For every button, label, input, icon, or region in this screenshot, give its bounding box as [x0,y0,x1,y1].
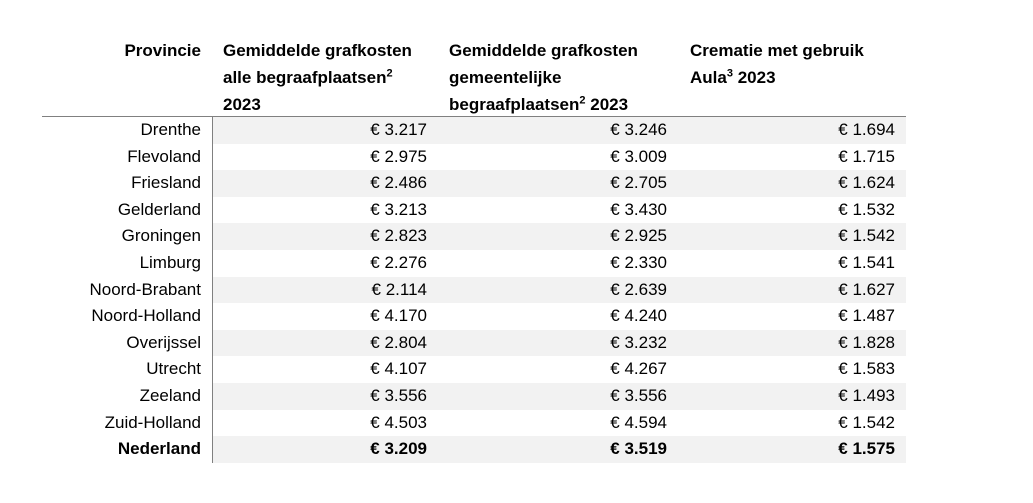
cell-value: € 3.519 [610,439,667,459]
row-stripe [213,436,906,463]
cell-value: € 2.804 [370,332,427,352]
column-rule [212,116,213,463]
header-year: 2023 [590,95,629,114]
row-label: Noord-Holland [91,306,201,326]
cell-value: € 1.532 [838,199,895,219]
cell-value: € 4.170 [370,306,427,326]
row-label: Drenthe [140,120,201,139]
cell-value: € 4.503 [370,412,427,432]
cell-value: € 1.542 [838,226,895,246]
cell-value: € 1.624 [838,173,895,193]
cell-value: € 4.267 [610,359,667,379]
cell-value: € 3.217 [370,120,427,139]
cell-value: € 3.209 [370,439,427,459]
row-label: Overijssel [126,332,201,352]
row-label: Friesland [131,173,201,193]
header-year: 2023 [223,95,261,114]
row-label: Flevoland [127,146,201,166]
header-text: Gemiddelde grafkosten gemeentelijke begr… [449,41,638,114]
header-rule [42,116,906,117]
column-header: Gemiddelde grafkosten alle begraafplaats… [223,37,433,118]
cell-value: € 1.583 [838,359,895,379]
row-label: Utrecht [146,359,201,379]
cell-value: € 4.107 [370,359,427,379]
cell-value: € 1.694 [838,120,895,139]
cell-value: € 4.240 [610,306,667,326]
cell-value: € 3.556 [370,386,427,405]
cell-value: € 1.627 [838,279,895,299]
row-label: Limburg [139,253,201,272]
cell-value: € 1.828 [838,332,895,352]
header-year: 2023 [737,68,776,87]
footnote-ref: 2 [386,67,393,80]
cell-value: € 3.232 [610,332,667,352]
cell-value: € 1.493 [838,386,895,405]
cell-value: € 2.705 [610,173,667,193]
cell-value: € 3.556 [610,386,667,405]
cell-value: € 1.542 [838,412,895,432]
cell-value: € 4.594 [610,412,667,432]
row-stripe [213,117,906,144]
cell-value: € 3.246 [610,120,667,139]
row-label: Zuid-Holland [104,412,201,432]
row-stripe [213,383,906,410]
footnote-ref: 3 [726,67,733,80]
column-header: Provincie [42,37,201,64]
header-text: Gemiddelde grafkosten alle begraafplaats… [223,41,412,87]
cell-value: € 2.639 [610,279,667,299]
cell-value: € 1.487 [838,306,895,326]
cell-value: € 1.575 [838,439,895,459]
row-label: Groningen [121,226,201,246]
cell-value: € 2.823 [370,226,427,246]
row-stripe [213,329,906,357]
row-stripe [213,170,906,197]
cell-value: € 2.975 [370,146,427,166]
cell-value: € 3.213 [370,199,427,219]
cell-value: € 1.541 [838,253,895,272]
row-label: Noord-Brabant [89,279,201,299]
row-label: Zeeland [139,386,201,405]
footnote-ref: 2 [579,94,586,107]
cell-value: € 2.114 [371,279,427,299]
cell-value: € 1.715 [838,146,895,166]
column-header: Crematie met gebruik Aula3 2023 [690,37,900,91]
cell-value: € 2.276 [370,253,427,272]
row-label: Nederland [117,439,201,459]
cell-value: € 2.486 [370,173,427,193]
cell-value: € 2.925 [610,226,667,246]
cell-value: € 3.430 [610,199,667,219]
row-stripe [213,223,906,250]
cell-value: € 3.009 [610,146,667,166]
header-text: Crematie met gebruik Aula [690,41,864,87]
row-label: Gelderland [117,199,201,219]
header-text: Provincie [124,41,201,60]
cell-value: € 2.330 [610,253,667,272]
column-header: Gemiddelde grafkosten gemeentelijke begr… [449,37,674,118]
row-stripe [213,276,906,304]
